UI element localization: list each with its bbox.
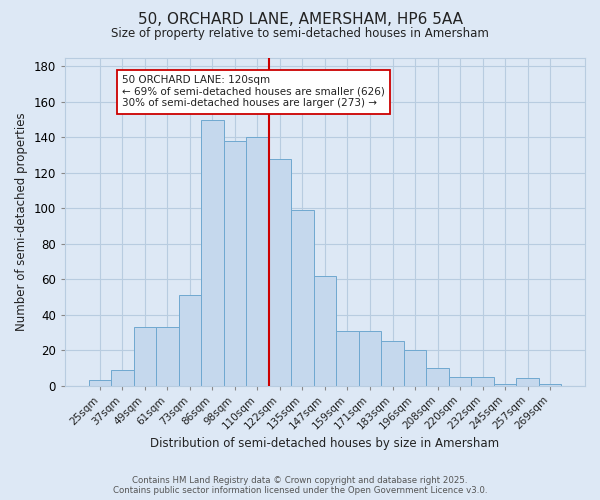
Bar [404,350,426,386]
Bar [201,120,224,386]
Bar [291,210,314,386]
Bar [336,330,359,386]
Bar [449,376,472,386]
Bar [494,384,517,386]
Bar [426,368,449,386]
Text: Size of property relative to semi-detached houses in Amersham: Size of property relative to semi-detach… [111,28,489,40]
Bar [269,158,291,386]
Y-axis label: Number of semi-detached properties: Number of semi-detached properties [15,112,28,331]
Bar [472,376,494,386]
Bar [156,327,179,386]
Text: Contains HM Land Registry data © Crown copyright and database right 2025.
Contai: Contains HM Land Registry data © Crown c… [113,476,487,495]
Text: 50, ORCHARD LANE, AMERSHAM, HP6 5AA: 50, ORCHARD LANE, AMERSHAM, HP6 5AA [137,12,463,28]
Bar [381,341,404,386]
Bar [179,295,201,386]
Bar [314,276,336,386]
Bar [224,141,246,386]
Bar [359,330,381,386]
Bar [134,327,156,386]
Bar [111,370,134,386]
Bar [89,380,111,386]
Text: 50 ORCHARD LANE: 120sqm
← 69% of semi-detached houses are smaller (626)
30% of s: 50 ORCHARD LANE: 120sqm ← 69% of semi-de… [122,75,385,108]
Bar [539,384,562,386]
Bar [517,378,539,386]
X-axis label: Distribution of semi-detached houses by size in Amersham: Distribution of semi-detached houses by … [151,437,500,450]
Bar [246,138,269,386]
